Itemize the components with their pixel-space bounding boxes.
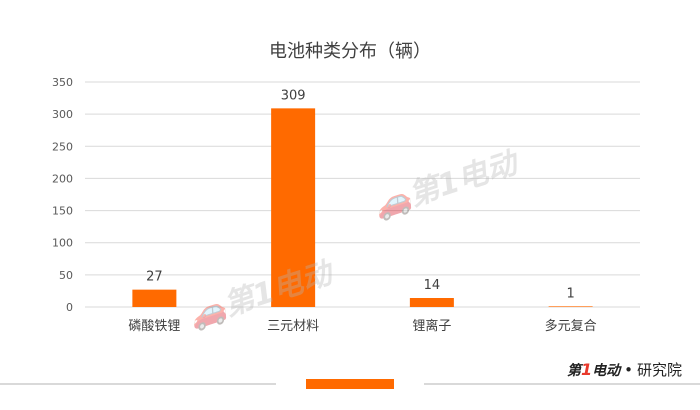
data-label: 14: [424, 278, 441, 293]
x-tick-label: 磷酸铁锂: [128, 319, 180, 334]
bar: [132, 289, 177, 307]
data-label: 27: [146, 270, 163, 285]
x-tick-label: 锂离子: [412, 318, 451, 334]
y-tick-label: 250: [52, 140, 73, 153]
y-tick-label: 100: [52, 237, 73, 250]
x-tick-label: 多元复合: [545, 318, 597, 334]
data-labels: 27 309 14 1: [146, 88, 575, 301]
y-tick-label: 50: [59, 269, 73, 282]
bars: [132, 108, 593, 307]
footer-divider-left: [0, 383, 276, 385]
brand-name: 研究院: [636, 361, 682, 379]
footer-divider-right: [424, 383, 700, 385]
x-axis: 磷酸铁锂 三元材料 锂离子 多元复合: [128, 318, 596, 334]
data-label: 309: [281, 88, 306, 103]
bar: [409, 298, 454, 307]
y-tick-label: 200: [52, 172, 73, 185]
data-label: 1: [566, 286, 574, 301]
bar: [548, 306, 593, 307]
x-tick-label: 三元材料: [267, 319, 319, 334]
brand-separator: •: [624, 360, 633, 379]
y-tick-label: 350: [52, 76, 73, 89]
brand-logo: 第1电动 • 研究院: [567, 359, 682, 380]
y-tick-label: 300: [52, 108, 73, 121]
brand-logo-suffix: 电动: [592, 362, 621, 379]
y-axis: 0 50 100 150 200 250 300 350: [52, 76, 73, 314]
y-tick-label: 0: [66, 301, 73, 314]
y-tick-label: 150: [52, 205, 73, 218]
gridlines: [85, 81, 640, 308]
bar: [271, 108, 316, 307]
brand-logo-one: 1: [580, 359, 593, 379]
brand-logo-prefix: 第: [566, 362, 581, 379]
chart-title: 电池种类分布（辆）: [269, 41, 431, 62]
brand-logo-mark: 第1电动: [567, 360, 620, 380]
footer-accent-bar: [306, 379, 394, 389]
